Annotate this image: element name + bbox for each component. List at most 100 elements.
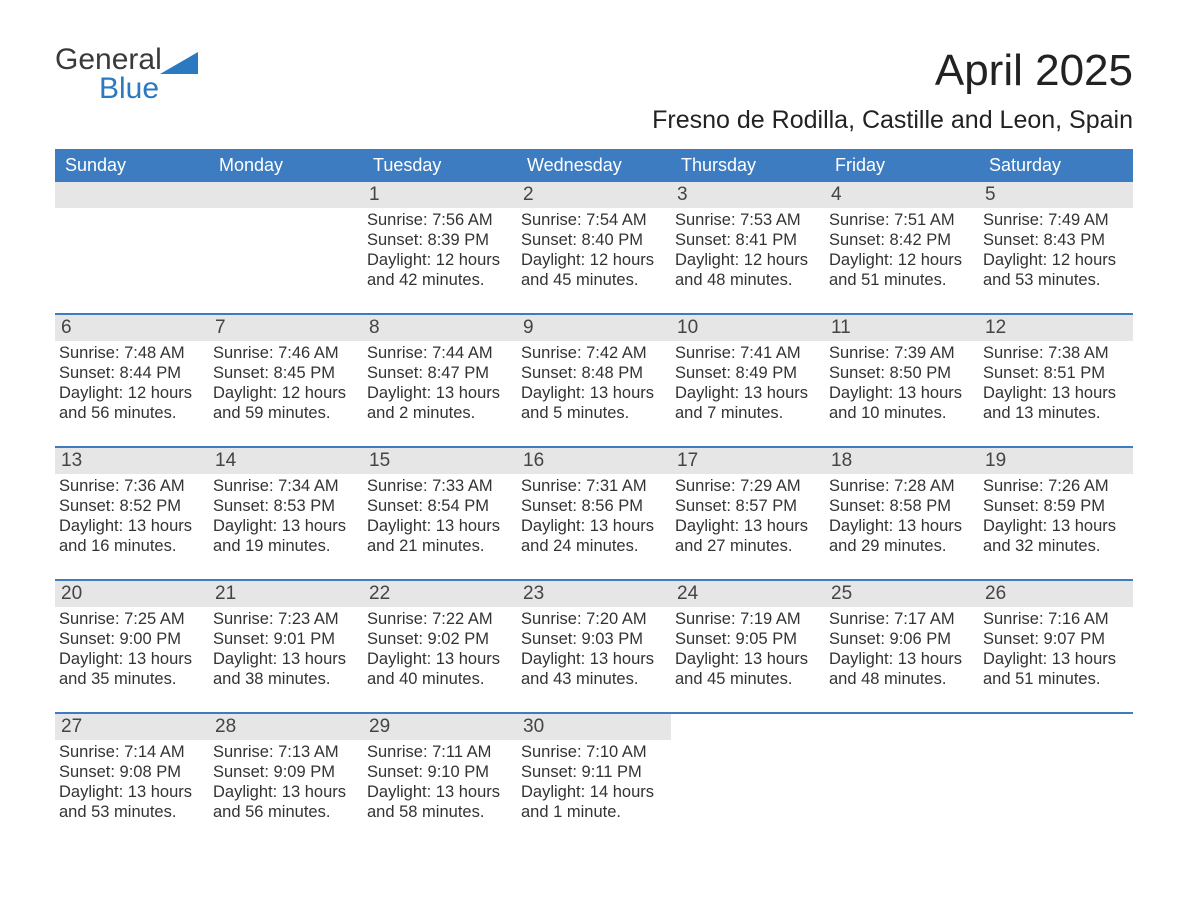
day-number: 21	[209, 581, 363, 607]
daylight-text: Daylight: 14 hours and 1 minute.	[521, 782, 663, 822]
daylight-text: Daylight: 13 hours and 51 minutes.	[983, 649, 1125, 689]
day-body: Sunrise: 7:48 AMSunset: 8:44 PMDaylight:…	[55, 341, 209, 424]
day-number: 29	[363, 714, 517, 740]
logo: General Blue	[55, 46, 204, 103]
day-cell: 14Sunrise: 7:34 AMSunset: 8:53 PMDayligh…	[209, 448, 363, 580]
day-cell: 15Sunrise: 7:33 AMSunset: 8:54 PMDayligh…	[363, 448, 517, 580]
day-number: 28	[209, 714, 363, 740]
day-number: 13	[55, 448, 209, 474]
sunrise-text: Sunrise: 7:23 AM	[213, 609, 355, 629]
day-number: 7	[209, 315, 363, 341]
page-title: April 2025	[652, 46, 1133, 96]
day-body: Sunrise: 7:17 AMSunset: 9:06 PMDaylight:…	[825, 607, 979, 690]
day-cell: 17Sunrise: 7:29 AMSunset: 8:57 PMDayligh…	[671, 448, 825, 580]
sunset-text: Sunset: 8:53 PM	[213, 496, 355, 516]
sunset-text: Sunset: 8:49 PM	[675, 363, 817, 383]
day-body: Sunrise: 7:42 AMSunset: 8:48 PMDaylight:…	[517, 341, 671, 424]
day-cell	[209, 182, 363, 314]
day-body: Sunrise: 7:34 AMSunset: 8:53 PMDaylight:…	[209, 474, 363, 557]
daylight-text: Daylight: 13 hours and 35 minutes.	[59, 649, 201, 689]
day-cell	[55, 182, 209, 314]
sunrise-text: Sunrise: 7:22 AM	[367, 609, 509, 629]
day-body: Sunrise: 7:14 AMSunset: 9:08 PMDaylight:…	[55, 740, 209, 823]
day-number: 6	[55, 315, 209, 341]
day-number: 2	[517, 182, 671, 208]
sunset-text: Sunset: 8:39 PM	[367, 230, 509, 250]
day-number: 16	[517, 448, 671, 474]
day-body: Sunrise: 7:33 AMSunset: 8:54 PMDaylight:…	[363, 474, 517, 557]
sunset-text: Sunset: 8:40 PM	[521, 230, 663, 250]
daylight-text: Daylight: 13 hours and 40 minutes.	[367, 649, 509, 689]
week-row: 27Sunrise: 7:14 AMSunset: 9:08 PMDayligh…	[55, 714, 1133, 846]
daylight-text: Daylight: 13 hours and 43 minutes.	[521, 649, 663, 689]
day-cell: 21Sunrise: 7:23 AMSunset: 9:01 PMDayligh…	[209, 581, 363, 713]
sunset-text: Sunset: 8:54 PM	[367, 496, 509, 516]
sunrise-text: Sunrise: 7:36 AM	[59, 476, 201, 496]
sunrise-text: Sunrise: 7:39 AM	[829, 343, 971, 363]
daylight-text: Daylight: 13 hours and 13 minutes.	[983, 383, 1125, 423]
day-cell: 11Sunrise: 7:39 AMSunset: 8:50 PMDayligh…	[825, 315, 979, 447]
day-body: Sunrise: 7:39 AMSunset: 8:50 PMDaylight:…	[825, 341, 979, 424]
sunrise-text: Sunrise: 7:31 AM	[521, 476, 663, 496]
day-number: 23	[517, 581, 671, 607]
day-cell: 3Sunrise: 7:53 AMSunset: 8:41 PMDaylight…	[671, 182, 825, 314]
sunset-text: Sunset: 8:41 PM	[675, 230, 817, 250]
day-cell: 18Sunrise: 7:28 AMSunset: 8:58 PMDayligh…	[825, 448, 979, 580]
day-number: 4	[825, 182, 979, 208]
sunrise-text: Sunrise: 7:10 AM	[521, 742, 663, 762]
day-number: 3	[671, 182, 825, 208]
day-number: 25	[825, 581, 979, 607]
day-body: Sunrise: 7:16 AMSunset: 9:07 PMDaylight:…	[979, 607, 1133, 690]
sunset-text: Sunset: 8:45 PM	[213, 363, 355, 383]
sunrise-text: Sunrise: 7:54 AM	[521, 210, 663, 230]
sunrise-text: Sunrise: 7:25 AM	[59, 609, 201, 629]
day-cell: 2Sunrise: 7:54 AMSunset: 8:40 PMDaylight…	[517, 182, 671, 314]
day-body: Sunrise: 7:54 AMSunset: 8:40 PMDaylight:…	[517, 208, 671, 291]
day-body: Sunrise: 7:56 AMSunset: 8:39 PMDaylight:…	[363, 208, 517, 291]
day-number: 9	[517, 315, 671, 341]
day-body: Sunrise: 7:29 AMSunset: 8:57 PMDaylight:…	[671, 474, 825, 557]
sunrise-text: Sunrise: 7:44 AM	[367, 343, 509, 363]
day-cell: 30Sunrise: 7:10 AMSunset: 9:11 PMDayligh…	[517, 714, 671, 846]
sunrise-text: Sunrise: 7:29 AM	[675, 476, 817, 496]
sunrise-text: Sunrise: 7:49 AM	[983, 210, 1125, 230]
day-number: 18	[825, 448, 979, 474]
daylight-text: Daylight: 12 hours and 59 minutes.	[213, 383, 355, 423]
sunset-text: Sunset: 8:42 PM	[829, 230, 971, 250]
day-cell	[671, 714, 825, 846]
sunrise-text: Sunrise: 7:41 AM	[675, 343, 817, 363]
sunset-text: Sunset: 9:10 PM	[367, 762, 509, 782]
day-cell: 26Sunrise: 7:16 AMSunset: 9:07 PMDayligh…	[979, 581, 1133, 713]
week-row: 6Sunrise: 7:48 AMSunset: 8:44 PMDaylight…	[55, 315, 1133, 447]
day-number: 20	[55, 581, 209, 607]
day-number-empty	[209, 182, 363, 208]
daylight-text: Daylight: 13 hours and 45 minutes.	[675, 649, 817, 689]
day-number: 17	[671, 448, 825, 474]
sunrise-text: Sunrise: 7:34 AM	[213, 476, 355, 496]
day-number: 12	[979, 315, 1133, 341]
day-number: 19	[979, 448, 1133, 474]
day-cell: 27Sunrise: 7:14 AMSunset: 9:08 PMDayligh…	[55, 714, 209, 846]
sunset-text: Sunset: 9:03 PM	[521, 629, 663, 649]
day-header: Saturday	[979, 149, 1133, 182]
sunrise-text: Sunrise: 7:17 AM	[829, 609, 971, 629]
logo-line2: Blue	[99, 75, 162, 104]
daylight-text: Daylight: 12 hours and 53 minutes.	[983, 250, 1125, 290]
sunset-text: Sunset: 8:48 PM	[521, 363, 663, 383]
sunset-text: Sunset: 8:44 PM	[59, 363, 201, 383]
sunset-text: Sunset: 8:59 PM	[983, 496, 1125, 516]
day-body: Sunrise: 7:36 AMSunset: 8:52 PMDaylight:…	[55, 474, 209, 557]
day-number: 24	[671, 581, 825, 607]
day-header: Thursday	[671, 149, 825, 182]
daylight-text: Daylight: 13 hours and 53 minutes.	[59, 782, 201, 822]
daylight-text: Daylight: 13 hours and 16 minutes.	[59, 516, 201, 556]
sunrise-text: Sunrise: 7:16 AM	[983, 609, 1125, 629]
day-cell: 13Sunrise: 7:36 AMSunset: 8:52 PMDayligh…	[55, 448, 209, 580]
day-cell: 6Sunrise: 7:48 AMSunset: 8:44 PMDaylight…	[55, 315, 209, 447]
day-cell: 16Sunrise: 7:31 AMSunset: 8:56 PMDayligh…	[517, 448, 671, 580]
sunrise-text: Sunrise: 7:48 AM	[59, 343, 201, 363]
day-body: Sunrise: 7:28 AMSunset: 8:58 PMDaylight:…	[825, 474, 979, 557]
day-header-row: SundayMondayTuesdayWednesdayThursdayFrid…	[55, 149, 1133, 182]
sunset-text: Sunset: 8:57 PM	[675, 496, 817, 516]
sunset-text: Sunset: 9:01 PM	[213, 629, 355, 649]
